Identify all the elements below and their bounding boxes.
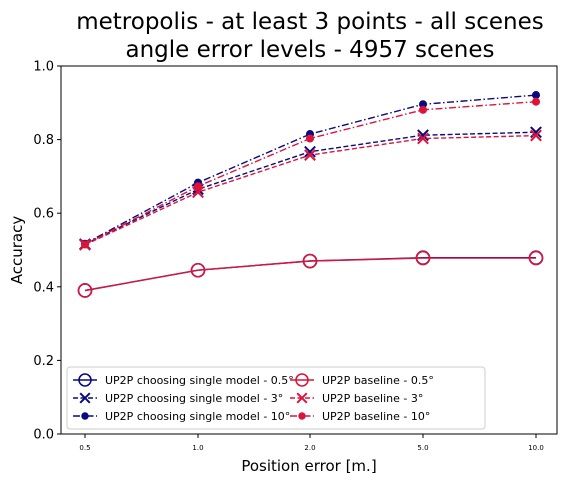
x-tick-label: 5.0 — [417, 444, 428, 452]
open-circle-marker — [415, 250, 431, 266]
x-marker — [304, 149, 316, 161]
y-tick-label: 0.8 — [33, 133, 54, 148]
x-tick-label: 10.0 — [528, 444, 544, 452]
dot-marker — [305, 134, 315, 143]
y-tick-label: 0.4 — [33, 280, 54, 295]
open-circle-marker — [77, 283, 93, 298]
data-point — [530, 129, 542, 142]
data-point — [77, 283, 93, 298]
data-point — [418, 100, 428, 109]
x-marker — [530, 129, 542, 142]
data-point — [415, 250, 431, 266]
dot-marker — [531, 91, 541, 100]
x-tick-label: 0.5 — [79, 444, 90, 452]
chart-title-line2: angle error levels - 4957 scenes — [125, 37, 494, 63]
x-marker — [304, 145, 316, 158]
data-point — [193, 182, 203, 191]
series-group — [77, 91, 544, 298]
dot-marker — [531, 97, 541, 106]
data-point — [531, 97, 541, 106]
data-point — [418, 105, 428, 114]
legend-label: UP2P baseline - 10° — [322, 410, 430, 423]
legend-entry: UP2P baseline - 0.5° — [290, 373, 434, 387]
legend-entry: UP2P baseline - 3° — [290, 392, 423, 405]
open-circle-marker — [302, 253, 318, 269]
dot-marker — [418, 105, 428, 114]
dot-marker — [193, 182, 203, 191]
x-marker — [296, 392, 308, 404]
open-circle-marker — [190, 262, 206, 278]
series-5 — [79, 129, 542, 251]
y-tick-label: 1.0 — [33, 60, 54, 75]
data-point — [190, 262, 206, 278]
legend-entry: UP2P choosing single model - 3° — [73, 392, 283, 405]
legend-entry: UP2P choosing single model - 0.5° — [73, 373, 294, 387]
x-tick-label: 1.0 — [192, 444, 203, 452]
x-marker — [417, 132, 429, 145]
legend-box — [66, 366, 486, 430]
x-axis-label: Position error [m.] — [241, 457, 376, 475]
y-tick-label: 0.2 — [33, 354, 54, 369]
open-circle-marker — [78, 373, 92, 387]
dot-marker — [81, 412, 89, 420]
series-4 — [77, 250, 544, 298]
data-point — [305, 134, 315, 143]
legend-label: UP2P choosing single model - 10° — [105, 410, 290, 423]
data-point — [302, 253, 318, 269]
data-point — [417, 132, 429, 145]
x-tick-label: 2.0 — [304, 444, 315, 452]
x-marker — [79, 392, 91, 404]
data-point — [531, 91, 541, 100]
open-circle-marker — [528, 250, 544, 266]
x-axis-ticks: 0.5 1.0 2.0 5.0 10.0 — [79, 434, 544, 452]
data-point — [528, 250, 544, 266]
series-line — [84, 94, 537, 245]
series-line — [84, 257, 536, 292]
dot-marker — [418, 100, 428, 109]
legend-label: UP2P baseline - 3° — [322, 392, 423, 405]
y-tick-label: 0.6 — [33, 207, 54, 222]
open-circle-marker — [295, 373, 309, 387]
y-axis-label: Accuracy — [8, 216, 26, 285]
chart-title-line1: metropolis - at least 3 points - all sce… — [76, 9, 544, 35]
legend: UP2P choosing single model - 0.5° UP2P ch… — [66, 366, 486, 430]
series-6 — [80, 97, 541, 249]
dot-marker — [80, 240, 90, 249]
y-axis-ticks: 0.0 0.2 0.4 0.6 0.8 1.0 — [33, 60, 61, 443]
dot-marker — [298, 412, 306, 420]
legend-entry: UP2P choosing single model - 10° — [73, 410, 290, 423]
data-point — [304, 145, 316, 158]
data-point — [304, 149, 316, 161]
y-tick-label: 0.0 — [33, 428, 54, 443]
legend-label: UP2P choosing single model - 3° — [105, 392, 283, 405]
data-point — [80, 240, 90, 249]
legend-label: UP2P choosing single model - 0.5° — [105, 374, 294, 387]
legend-label: UP2P baseline - 0.5° — [322, 374, 434, 387]
legend-entry: UP2P baseline - 10° — [290, 410, 430, 423]
